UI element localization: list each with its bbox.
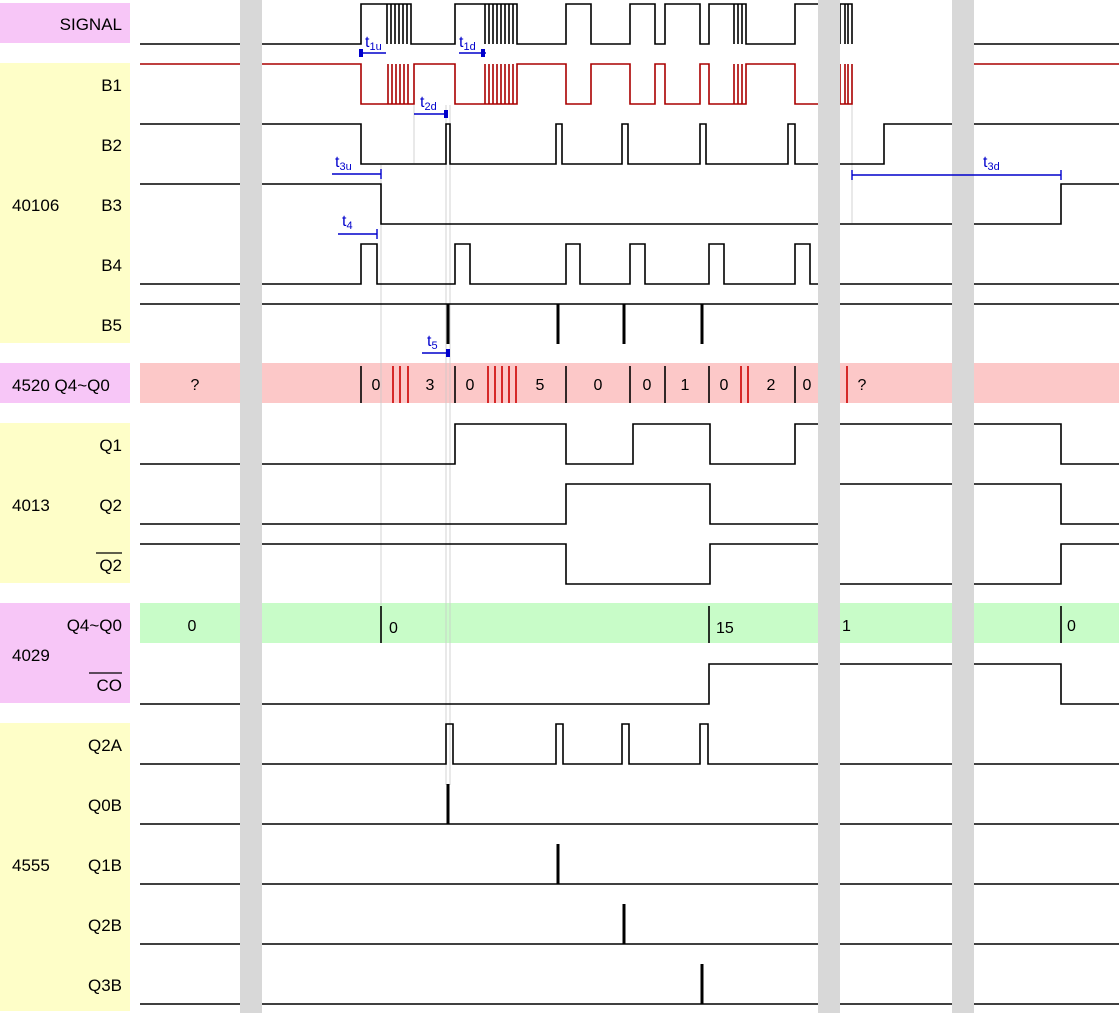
wave-4555-pulses — [446, 784, 704, 1004]
wave-B2 — [140, 123, 1119, 165]
timing-annotation-labels: t1u t1d t2d t3u t3d t4 t5 — [335, 34, 1000, 352]
signal-label-B1: B1 — [101, 76, 122, 95]
wave-Q2A — [140, 723, 1119, 765]
ann-t1u: t1u — [365, 34, 382, 53]
wave-Q2N — [140, 543, 1119, 585]
bus-4029-value: 0 — [389, 620, 398, 637]
bus-4520-value: 0 — [720, 377, 729, 394]
wave-B3 — [140, 183, 1119, 225]
timing-annotations — [332, 49, 1062, 357]
bus-4029-values: 0 0 15 1 0 — [188, 618, 1076, 637]
group-label-4555: 4555 — [12, 856, 50, 875]
group-box-40106 — [0, 63, 130, 343]
bus-4520-edges — [360, 366, 848, 403]
time-breaks — [240, 0, 974, 1013]
group-box-4555 — [0, 723, 130, 1011]
signal-label-CO: CO — [97, 676, 123, 695]
signal-label-4029: Q4~Q0 — [67, 616, 122, 635]
time-break-bar — [240, 0, 262, 1013]
wave-CO — [140, 663, 1119, 705]
group-box-4029 — [0, 603, 130, 703]
bus-4520-values: ? 0 3 0 5 0 0 1 0 2 0 ? — [191, 377, 867, 394]
waveforms — [140, 3, 1119, 1005]
bus-4029-value: 15 — [716, 620, 734, 637]
wave-B4 — [140, 243, 1119, 285]
signal-label-B3: B3 — [101, 196, 122, 215]
bus-4520-value: 5 — [536, 377, 545, 394]
time-break-bar — [818, 0, 840, 1013]
signal-label-B5: B5 — [101, 316, 122, 335]
bus-4520-value: 2 — [767, 377, 776, 394]
signal-label-Q0B: Q0B — [88, 796, 122, 815]
group-box-4520 — [0, 363, 130, 403]
signal-label-SIGNAL: SIGNAL — [60, 15, 122, 34]
bus-4029-value: 0 — [1067, 618, 1076, 635]
bus-4029-edges — [380, 606, 1062, 643]
signal-label-Q2B: Q2B — [88, 916, 122, 935]
bus-4520-value: 0 — [466, 377, 475, 394]
signal-label-B2: B2 — [101, 136, 122, 155]
signal-label-Q3B: Q3B — [88, 976, 122, 995]
ann-t5: t5 — [427, 333, 438, 352]
signal-label-Q2N: Q2 — [99, 556, 122, 575]
signal-label-B4: B4 — [101, 256, 122, 275]
signal-label-Q1: Q1 — [99, 436, 122, 455]
bus-4520-value: 0 — [643, 377, 652, 394]
wave-B5-pulses — [446, 304, 704, 344]
wave-B1 — [140, 63, 1119, 105]
bus-4520-value: 0 — [594, 377, 603, 394]
signal-label-Q2A: Q2A — [88, 736, 123, 755]
wave-Q1 — [140, 423, 1119, 465]
signal-label-4520: 4520 Q4~Q0 — [12, 376, 110, 395]
group-box-signal — [0, 3, 130, 43]
guide-lines — [380, 65, 853, 785]
signal-label-Q2: Q2 — [99, 496, 122, 515]
group-box-4013 — [0, 423, 130, 583]
bus-4520-value: ? — [191, 377, 200, 394]
bus-4520-value: 3 — [426, 377, 435, 394]
time-break-bar — [952, 0, 974, 1013]
group-label-4029: 4029 — [12, 646, 50, 665]
ann-t3d: t3d — [983, 154, 1000, 173]
group-label-40106: 40106 — [12, 196, 59, 215]
ann-t2d: t2d — [420, 94, 437, 113]
bus-4520-value: ? — [858, 377, 867, 394]
wave-SIGNAL — [140, 3, 1119, 45]
bus-4029-value: 1 — [842, 618, 851, 635]
bus-4520-value: 0 — [372, 377, 381, 394]
wave-Q2 — [140, 483, 1119, 525]
bus-4520-value: 1 — [681, 377, 690, 394]
ann-t3u: t3u — [335, 154, 352, 173]
ann-t1d: t1d — [459, 34, 476, 53]
ann-t4: t4 — [342, 213, 353, 232]
bus-4520-value: 0 — [803, 377, 812, 394]
group-label-4013: 4013 — [12, 496, 50, 515]
bus-4029-value: 0 — [188, 618, 197, 635]
signal-label-Q1B: Q1B — [88, 856, 122, 875]
